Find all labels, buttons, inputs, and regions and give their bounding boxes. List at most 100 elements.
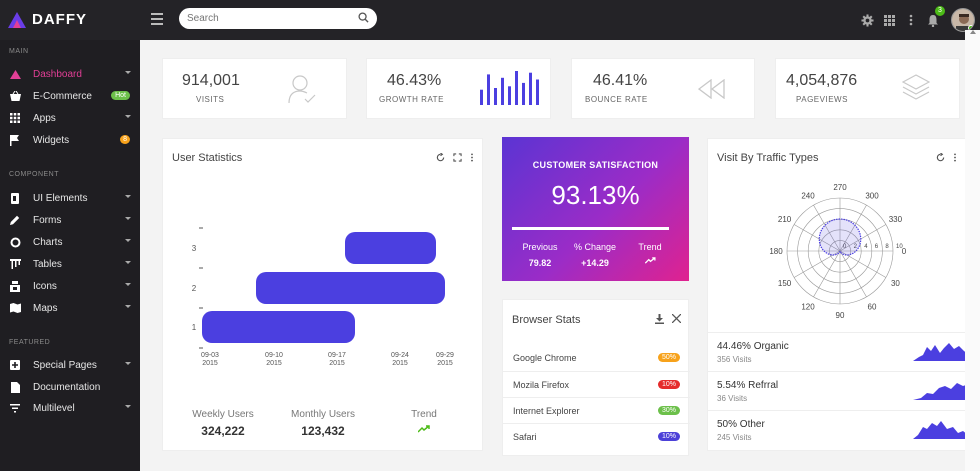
traffic-row: 5.54% Refrral 36 Visits (708, 371, 980, 410)
traffic-row: 50% Other 245 Visits (708, 410, 980, 449)
angle-tick-label: 30 (891, 279, 900, 288)
sidebar-item-ui-elements[interactable]: UI Elements (0, 188, 140, 208)
growth-bar (487, 74, 490, 105)
sidebar-item-label: Icons (33, 280, 57, 292)
sidebar-item-label: Tables (33, 258, 62, 270)
flag-icon (9, 134, 21, 146)
basket-icon (9, 90, 21, 102)
browser-row: Safari 10% (503, 423, 690, 449)
card-title: Browser Stats (512, 314, 581, 326)
footer-label: Trend (411, 409, 437, 420)
chevron-up-icon[interactable] (970, 30, 976, 34)
grid-icon (9, 112, 21, 124)
card-title: CUSTOMER SATISFACTION (532, 160, 659, 170)
more-vertical-icon[interactable] (953, 153, 957, 162)
traffic-visits: 356 Visits (717, 355, 752, 364)
bell-icon (928, 14, 938, 27)
stat-card-bounce-rate: 46.41% BOUNCE RATE (571, 58, 755, 119)
sparkline (913, 383, 973, 400)
stat-value: 46.41% (593, 72, 648, 89)
customer-satisfaction-card: CUSTOMER SATISFACTION 93.13% Previous 79… (502, 137, 689, 281)
stat-card-pageviews: 4,054,876 PAGEVIEWS (775, 58, 960, 119)
polar-chart: 0 30 60 90 120 150 180 210 240 270 300 330 0 24 68 10 (769, 183, 906, 320)
footer-label: Monthly Users (291, 409, 355, 420)
range-bar (345, 232, 436, 264)
app-title: DAFFY (32, 11, 87, 28)
sidebar-item-label: UI Elements (33, 192, 88, 204)
notifications-button[interactable]: 3 (923, 6, 945, 30)
sidebar-item-special-pages[interactable]: Special Pages (0, 355, 140, 375)
radial-tick-label: 4 (864, 244, 868, 250)
box-icon (9, 280, 21, 292)
card-title: User Statistics (172, 152, 243, 164)
sidebar-item-tables[interactable]: Tables (0, 254, 140, 274)
sidebar-item-charts[interactable]: Charts (0, 232, 140, 252)
chevron-down-icon (125, 261, 131, 264)
chevron-down-icon (125, 405, 131, 408)
card-title: Visit By Traffic Types (717, 152, 819, 164)
y-tick-label: 1 (192, 323, 197, 332)
sidebar-item-icons[interactable]: Icons (0, 276, 140, 296)
chevron-down-icon (125, 305, 131, 308)
chevron-down-icon (125, 362, 131, 365)
download-icon[interactable] (655, 314, 664, 324)
previous-stat: Previous 79.82 (510, 242, 570, 268)
stat-label: % Change (573, 242, 617, 252)
traffic-visits: 36 Visits (717, 394, 748, 403)
footer-value: 123,432 (301, 424, 345, 438)
avatar[interactable] (951, 8, 975, 32)
sidebar-item-forms[interactable]: Forms (0, 210, 140, 230)
refresh-icon[interactable] (436, 153, 445, 162)
trend-up-icon (418, 425, 430, 433)
trend-stat: Trend (620, 242, 680, 264)
growth-bar (529, 72, 532, 105)
sidebar-item-dashboard[interactable]: Dashboard (0, 64, 140, 84)
expand-icon[interactable] (453, 153, 462, 162)
change-stat: % Change +14.29 (565, 242, 625, 268)
search-icon[interactable] (358, 12, 369, 23)
sidebar-item-maps[interactable]: Maps (0, 298, 140, 318)
chevron-down-icon (125, 283, 131, 286)
sidebar-item-documentation[interactable]: Documentation (0, 377, 140, 397)
sidebar-item-label: Special Pages (33, 359, 97, 371)
sidebar-item-label: Forms (33, 214, 62, 226)
polar-series (818, 218, 862, 256)
more-vertical-icon[interactable] (901, 10, 921, 30)
browser-stats-card: Browser Stats Google Chrome 50% Mozila F… (502, 299, 690, 456)
polar-spoke (813, 250, 841, 298)
sidebar-item-multilevel[interactable]: Multilevel (0, 398, 140, 418)
sidebar-item-ecommerce[interactable]: E-Commerce Hot (0, 86, 140, 106)
stat-value: 79.82 (528, 258, 552, 268)
browser-name: Internet Explorer (513, 405, 580, 416)
gear-icon[interactable] (857, 10, 877, 30)
layers-icon (9, 192, 21, 204)
close-icon[interactable] (672, 314, 681, 323)
radial-tick-label: 2 (854, 244, 858, 250)
chevron-down-icon (125, 239, 131, 242)
logo[interactable]: DAFFY (8, 11, 87, 28)
angle-tick-label: 90 (836, 311, 845, 320)
search-box (179, 8, 377, 29)
sidebar-section-component: COMPONENT (9, 171, 59, 178)
more-vertical-icon[interactable] (470, 153, 474, 162)
search-input[interactable] (187, 13, 347, 24)
sidebar-item-widgets[interactable]: Widgets 8 (0, 130, 140, 150)
palette-icon (9, 68, 21, 80)
growth-bar (508, 86, 511, 105)
sidebar-item-apps[interactable]: Apps (0, 108, 140, 128)
top-bar: DAFFY 3 (0, 0, 980, 40)
radial-tick-label: 0 (843, 244, 847, 250)
sidebar-item-label: Apps (33, 112, 56, 124)
stat-value: 4,054,876 (786, 72, 858, 89)
x-tick-label: 2015 (266, 360, 282, 367)
stat-label: GROWTH RATE (379, 95, 444, 104)
angle-tick-label: 60 (868, 302, 877, 311)
menu-toggle-icon[interactable] (151, 13, 163, 25)
browser-name: Mozila Firefox (513, 379, 570, 390)
polar-spoke (793, 224, 841, 252)
apps-grid-icon[interactable] (879, 10, 899, 30)
refresh-icon[interactable] (936, 153, 945, 162)
widgets-count-badge: 8 (120, 135, 130, 144)
angle-tick-label: 300 (865, 192, 879, 201)
angle-tick-label: 270 (833, 183, 847, 192)
